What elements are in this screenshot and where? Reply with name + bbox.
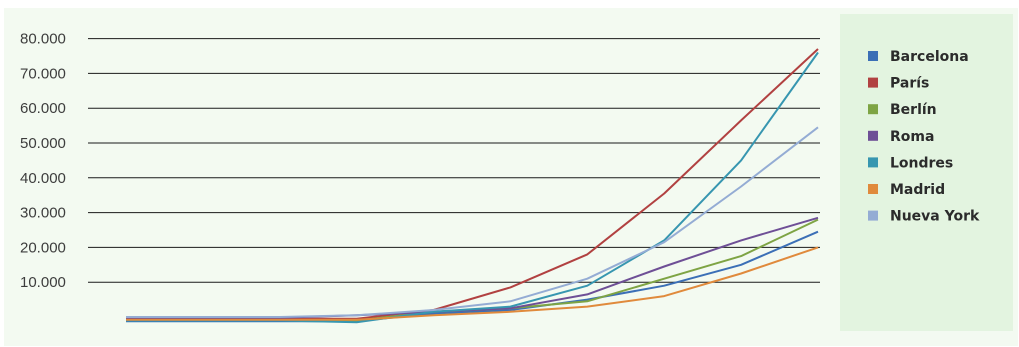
legend-label: Berlín	[890, 102, 937, 118]
y-axis-ticks: 10.000 20.000 30.000 40.000 50.000 60.000 70.0…	[20, 31, 66, 292]
y-tick-label: 50.000	[20, 135, 66, 152]
legend-box	[840, 14, 1013, 331]
y-tick-label: 70.000	[20, 65, 66, 82]
line-chart: 10.000 20.000 30.000 40.000 50.000 60.000 70.0…	[20, 14, 1013, 331]
legend-label: Nueva York	[890, 209, 980, 225]
legend: Barcelona París Berlín Roma Londres Madrid Nue…	[868, 49, 980, 225]
y-tick-label: 40.000	[20, 170, 66, 187]
y-tick-label: 10.000	[20, 274, 66, 291]
grid-lines	[88, 38, 820, 283]
legend-label: Londres	[890, 155, 953, 171]
legend-swatch	[868, 184, 878, 194]
series-line-parís	[126, 48, 819, 320]
legend-label: Roma	[890, 129, 934, 145]
legend-swatch	[868, 130, 878, 141]
series-line-madrid	[126, 246, 819, 321]
y-tick-label: 20.000	[20, 239, 66, 256]
chart-area: 10.000 20.000 30.000 40.000 50.000 60.000 70.0…	[4, 8, 1018, 346]
legend-swatch	[868, 210, 878, 221]
legend-label: Madrid	[890, 182, 945, 198]
legend-swatch	[868, 104, 878, 115]
legend-swatch	[868, 51, 878, 61]
legend-label: Barcelona	[890, 49, 969, 65]
series-line-roma	[126, 216, 819, 319]
series-lines	[126, 48, 819, 324]
series-line-barcelona	[126, 230, 819, 323]
y-tick-label: 80.000	[20, 31, 66, 48]
legend-swatch	[868, 77, 878, 88]
y-tick-label: 30.000	[20, 205, 66, 222]
legend-swatch	[868, 157, 878, 168]
series-line-nueva-york	[126, 126, 819, 318]
y-tick-label: 60.000	[20, 100, 66, 117]
legend-label: París	[890, 76, 929, 92]
